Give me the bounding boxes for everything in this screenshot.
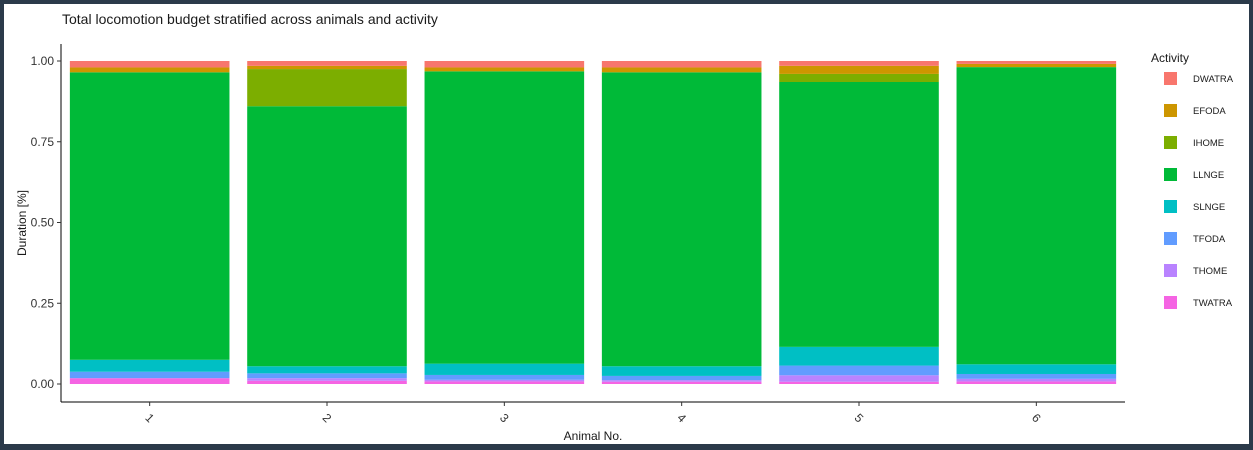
bar-segment-slnge-6	[956, 364, 1117, 374]
bar-segment-efoda-1	[69, 67, 230, 73]
legend: Activity DWATRA EFODA IHOME LLNGE SLNGE TFODA…	[1151, 51, 1234, 309]
bar-segment-llnge-6	[956, 67, 1117, 365]
bar-segment-ihome-2	[247, 69, 407, 107]
bar-segment-slnge-1	[69, 359, 230, 372]
bar-segment-llnge-4	[601, 72, 762, 367]
bar-segment-dwatra-3	[424, 61, 585, 68]
legend-title: Activity	[1151, 51, 1189, 65]
bar-segment-slnge-5	[779, 346, 939, 366]
y-tick-label: 0.25	[31, 296, 55, 310]
x-tick-label: 3	[497, 411, 512, 426]
legend-label-twatra: TWATRA	[1193, 298, 1233, 309]
bar-segment-thome-5	[779, 375, 939, 382]
bar-segment-dwatra-1	[69, 61, 230, 68]
bar-segment-efoda-6	[956, 63, 1117, 68]
legend-swatch-ihome	[1164, 136, 1177, 149]
bar-segment-twatra-1	[69, 378, 230, 384]
bar-segment-efoda-4	[601, 67, 762, 73]
bar-segment-tfoda-6	[956, 373, 1117, 379]
bar-segment-thome-4	[601, 380, 762, 382]
legend-swatch-llnge	[1164, 168, 1177, 181]
legend-label-slnge: SLNGE	[1193, 202, 1225, 213]
bar-segment-efoda-3	[424, 67, 585, 72]
x-tick-label: 2	[320, 411, 335, 426]
bar-segment-thome-2	[247, 378, 407, 381]
bar-segment-llnge-3	[424, 71, 585, 364]
y-tick-label: 1.00	[31, 54, 55, 68]
legend-label-ihome: IHOME	[1193, 138, 1224, 149]
y-axis-label: Duration [%]	[15, 190, 29, 256]
x-tick-label: 1	[142, 411, 157, 426]
y-tick-label: 0.75	[31, 135, 55, 149]
bar-segment-dwatra-6	[956, 61, 1117, 64]
x-axis-label: Animal No.	[564, 429, 623, 443]
legend-swatch-thome	[1164, 264, 1177, 277]
bar-segment-dwatra-2	[247, 61, 407, 66]
bar-segment-tfoda-4	[601, 375, 762, 381]
legend-swatch-dwatra	[1164, 72, 1177, 85]
bar-segment-twatra-2	[247, 380, 407, 384]
bar-segment-twatra-4	[601, 381, 762, 384]
y-tick-label: 0.00	[31, 377, 55, 391]
bar-segment-llnge-2	[247, 106, 407, 367]
bar-segment-ihome-5	[779, 73, 939, 82]
x-tick-label: 6	[1029, 411, 1044, 426]
bar-segment-efoda-2	[247, 65, 407, 70]
legend-swatch-slnge	[1164, 200, 1177, 213]
bar-segment-dwatra-5	[779, 61, 939, 66]
bar-segment-llnge-1	[69, 72, 230, 360]
legend-label-dwatra: DWATRA	[1193, 74, 1234, 85]
y-tick-label: 0.50	[31, 216, 55, 230]
bar-segment-thome-6	[956, 378, 1117, 382]
bar-segment-tfoda-3	[424, 374, 585, 380]
bar-segment-slnge-2	[247, 366, 407, 374]
x-tick-label: 5	[852, 411, 867, 426]
legend-label-efoda: EFODA	[1193, 106, 1226, 117]
axes-layer: 0.00 0.25 0.50 0.75 1.00 1 2 3 4 5 6	[31, 44, 1125, 426]
stacked-bar-chart: Total locomotion budget stratified acros…	[15, 11, 1234, 443]
legend-label-llnge: LLNGE	[1193, 170, 1224, 181]
bar-segment-efoda-5	[779, 65, 939, 74]
legend-swatch-twatra	[1164, 296, 1177, 309]
x-tick-label: 4	[674, 411, 689, 426]
bar-segment-slnge-3	[424, 363, 585, 375]
legend-swatch-tfoda	[1164, 232, 1177, 245]
bars-layer	[69, 61, 1117, 384]
bar-segment-twatra-3	[424, 381, 585, 384]
bar-segment-twatra-5	[779, 381, 939, 384]
legend-label-tfoda: TFODA	[1193, 234, 1226, 245]
chart-title: Total locomotion budget stratified acros…	[62, 11, 438, 27]
chart-panel: Total locomotion budget stratified acros…	[4, 4, 1249, 444]
legend-label-thome: THOME	[1193, 266, 1227, 277]
bar-segment-twatra-6	[956, 381, 1117, 384]
bar-segment-tfoda-1	[69, 371, 230, 379]
bar-segment-dwatra-4	[601, 61, 762, 68]
bar-segment-tfoda-2	[247, 373, 407, 379]
bar-segment-tfoda-5	[779, 365, 939, 376]
bar-segment-thome-3	[424, 379, 585, 382]
bar-segment-slnge-4	[601, 366, 762, 376]
bar-segment-llnge-5	[779, 81, 939, 347]
legend-swatch-efoda	[1164, 104, 1177, 117]
